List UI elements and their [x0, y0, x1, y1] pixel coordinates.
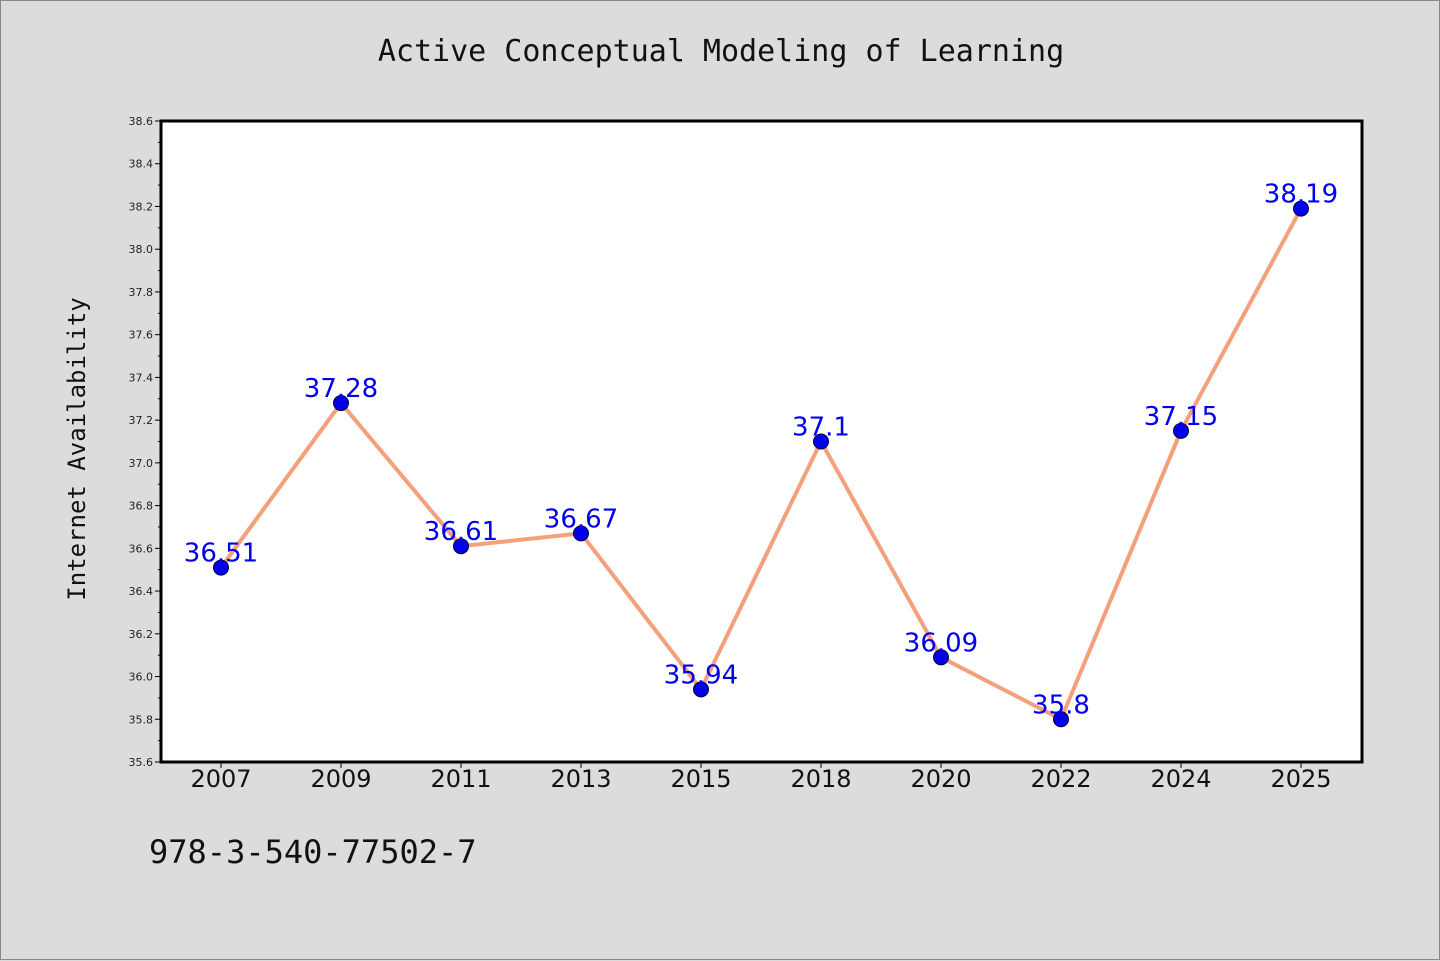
- series-group: 36.51 37.28 36.61 36.67 35.94 37.1 36.09 35.8 37…: [184, 180, 1338, 728]
- plot-area: [159, 119, 1364, 764]
- x-tick-label: 2009: [310, 765, 371, 793]
- y-tick-label: 38.2: [129, 200, 154, 213]
- y-tick-label: 36.6: [129, 542, 154, 555]
- y-tick-label: 38.6: [129, 115, 154, 128]
- data-label: 37.1: [792, 413, 850, 443]
- data-point: [813, 433, 829, 450]
- x-tick-label: 2025: [1270, 765, 1331, 793]
- x-tick-label: 2018: [790, 765, 851, 793]
- data-label: 37.15: [1144, 402, 1218, 432]
- y-tick-label: 37.4: [129, 371, 154, 384]
- y-tick-label: 37.6: [129, 329, 154, 342]
- data-label: 35.94: [664, 660, 738, 690]
- y-tick-label: 37.8: [129, 286, 154, 299]
- data-point: [1173, 422, 1189, 439]
- data-point: [1053, 711, 1069, 728]
- data-point: [933, 649, 949, 666]
- x-tick-label: 2013: [550, 765, 611, 793]
- y-axis: 35.6 35.8 36.0 36.2 36.4 36.6 36.8 37.0 37.2 37.4…: [129, 115, 161, 769]
- data-label: 36.09: [904, 628, 978, 658]
- chart-title: Active Conceptual Modeling of Learning: [377, 34, 1065, 69]
- data-point: [693, 681, 709, 698]
- data-label: 37.28: [304, 374, 378, 404]
- x-tick-label: 2022: [1030, 765, 1091, 793]
- data-point: [333, 395, 349, 412]
- data-point: [1293, 200, 1309, 217]
- x-tick-label: 2024: [1150, 765, 1211, 793]
- data-label: 35.8: [1032, 690, 1090, 720]
- y-tick-label: 36.8: [129, 500, 154, 513]
- series-line: [219, 207, 1303, 722]
- x-axis: 2007 2009 2011 2013 2015 2018 2020 2022 2024 2025: [190, 762, 1332, 793]
- x-tick-label: 2007: [190, 765, 251, 793]
- y-tick-label: 37.0: [129, 457, 154, 470]
- y-tick-label: 36.2: [129, 628, 154, 641]
- data-label: 36.61: [424, 517, 498, 547]
- x-tick-label: 2011: [430, 765, 491, 793]
- y-tick-label: 38.0: [129, 243, 154, 256]
- y-tick-label: 35.8: [129, 713, 154, 726]
- y-tick-label: 37.2: [129, 414, 154, 427]
- footnote-isbn: 978-3-540-77502-7: [149, 833, 477, 871]
- data-point: [453, 538, 469, 555]
- data-label: 36.51: [184, 539, 258, 569]
- y-tick-label: 35.6: [129, 756, 154, 769]
- x-tick-label: 2015: [670, 765, 731, 793]
- x-tick-label: 2020: [910, 765, 971, 793]
- data-label: 38.19: [1264, 180, 1338, 210]
- y-tick-label: 36.4: [129, 585, 154, 598]
- data-label: 36.67: [544, 504, 618, 534]
- y-tick-label: 38.4: [129, 158, 154, 171]
- data-point: [213, 559, 229, 576]
- y-tick-label: 36.0: [129, 671, 154, 684]
- data-point: [573, 525, 589, 542]
